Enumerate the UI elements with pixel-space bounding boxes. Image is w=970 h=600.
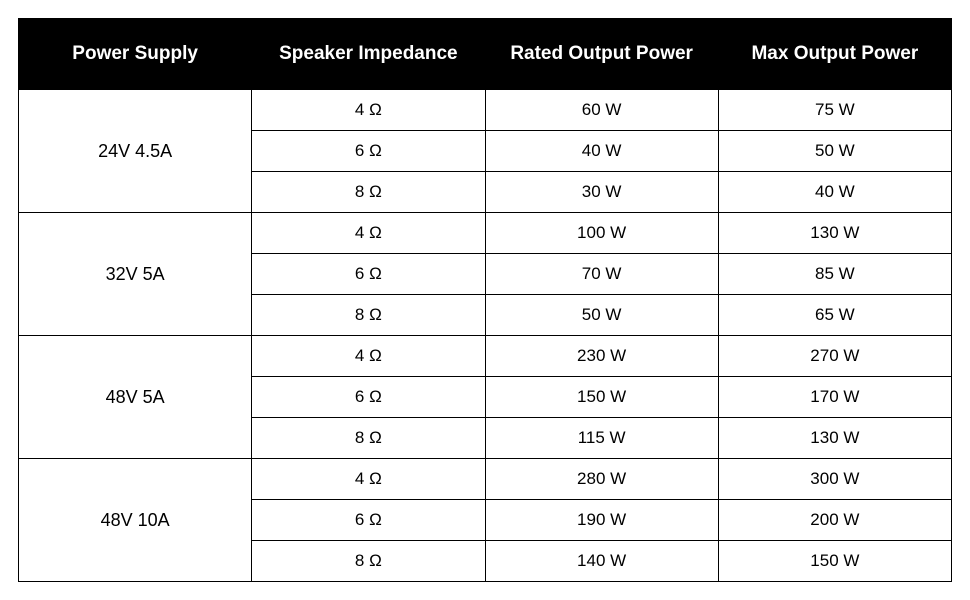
- cell-impedance: 8 Ω: [252, 172, 485, 213]
- col-header-rated-output: Rated Output Power: [485, 19, 718, 90]
- cell-impedance: 4 Ω: [252, 213, 485, 254]
- header-row: Power Supply Speaker Impedance Rated Out…: [19, 19, 952, 90]
- table-row: 48V 5A 4 Ω 230 W 270 W: [19, 336, 952, 377]
- power-output-table: Power Supply Speaker Impedance Rated Out…: [18, 18, 952, 582]
- cell-rated: 280 W: [485, 459, 718, 500]
- cell-rated: 140 W: [485, 541, 718, 582]
- cell-impedance: 8 Ω: [252, 418, 485, 459]
- col-header-impedance: Speaker Impedance: [252, 19, 485, 90]
- cell-max: 170 W: [718, 377, 951, 418]
- cell-impedance: 4 Ω: [252, 336, 485, 377]
- col-header-power-supply: Power Supply: [19, 19, 252, 90]
- cell-impedance: 4 Ω: [252, 459, 485, 500]
- cell-impedance: 6 Ω: [252, 377, 485, 418]
- cell-impedance: 4 Ω: [252, 90, 485, 131]
- cell-max: 40 W: [718, 172, 951, 213]
- cell-max: 75 W: [718, 90, 951, 131]
- table-row: 48V 10A 4 Ω 280 W 300 W: [19, 459, 952, 500]
- cell-rated: 40 W: [485, 131, 718, 172]
- cell-max: 65 W: [718, 295, 951, 336]
- cell-rated: 60 W: [485, 90, 718, 131]
- cell-power-supply: 32V 5A: [19, 213, 252, 336]
- cell-rated: 190 W: [485, 500, 718, 541]
- cell-max: 150 W: [718, 541, 951, 582]
- cell-max: 85 W: [718, 254, 951, 295]
- cell-rated: 150 W: [485, 377, 718, 418]
- cell-rated: 50 W: [485, 295, 718, 336]
- cell-max: 50 W: [718, 131, 951, 172]
- cell-impedance: 8 Ω: [252, 541, 485, 582]
- cell-impedance: 6 Ω: [252, 500, 485, 541]
- col-header-max-output: Max Output Power: [718, 19, 951, 90]
- cell-impedance: 6 Ω: [252, 131, 485, 172]
- table-row: 32V 5A 4 Ω 100 W 130 W: [19, 213, 952, 254]
- cell-max: 200 W: [718, 500, 951, 541]
- table-row: 24V 4.5A 4 Ω 60 W 75 W: [19, 90, 952, 131]
- cell-rated: 100 W: [485, 213, 718, 254]
- cell-rated: 70 W: [485, 254, 718, 295]
- cell-impedance: 8 Ω: [252, 295, 485, 336]
- cell-max: 130 W: [718, 418, 951, 459]
- cell-rated: 30 W: [485, 172, 718, 213]
- cell-max: 300 W: [718, 459, 951, 500]
- cell-impedance: 6 Ω: [252, 254, 485, 295]
- cell-power-supply: 48V 5A: [19, 336, 252, 459]
- cell-rated: 230 W: [485, 336, 718, 377]
- cell-rated: 115 W: [485, 418, 718, 459]
- cell-max: 270 W: [718, 336, 951, 377]
- cell-power-supply: 24V 4.5A: [19, 90, 252, 213]
- cell-max: 130 W: [718, 213, 951, 254]
- cell-power-supply: 48V 10A: [19, 459, 252, 582]
